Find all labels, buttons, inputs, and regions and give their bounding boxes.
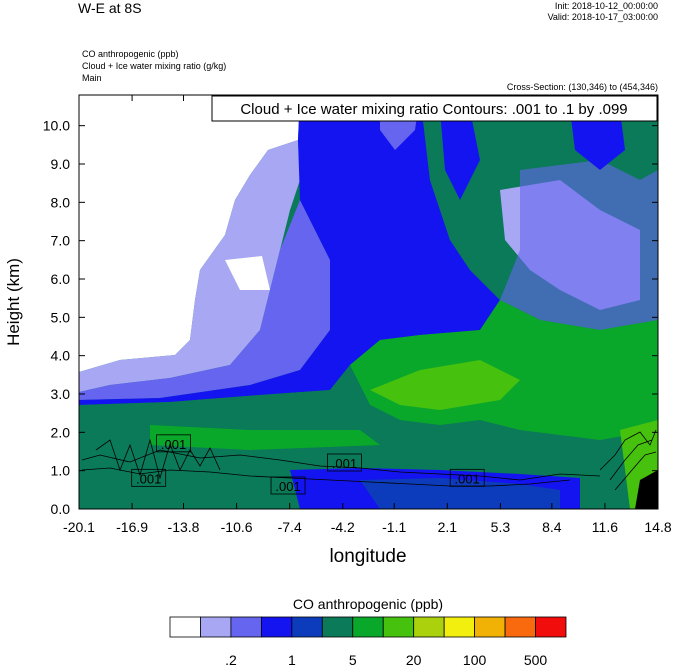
x-tick-label: 11.6: [592, 519, 618, 535]
x-tick-label: -4.2: [331, 519, 355, 535]
y-tick-label: 6.0: [51, 271, 71, 287]
y-tick-label: 0.0: [51, 501, 71, 517]
y-tick-label: 3.0: [51, 386, 71, 402]
x-tick-label: -7.4: [278, 519, 302, 535]
x-tick-label: -16.9: [116, 519, 148, 535]
y-tick-label: 1.0: [51, 463, 71, 479]
colorbar-swatch: [536, 617, 566, 637]
colorbar-swatch: [292, 617, 322, 637]
contour-title: Cloud + Ice water mixing ratio Contours:…: [240, 101, 627, 118]
x-axis-label: longitude: [329, 546, 406, 567]
colorbar-label: 100: [463, 652, 487, 667]
colorbar-swatch: [475, 617, 505, 637]
colorbar-swatch: [505, 617, 535, 637]
x-tick-label: 2.1: [438, 519, 458, 535]
contour-label: .001: [161, 437, 186, 452]
colorbar: .2 1 5 20 100 500: [170, 617, 566, 667]
contour-label: .001: [332, 456, 357, 471]
x-tick-label: -20.1: [63, 519, 95, 535]
colorbar-label: 1: [288, 652, 296, 667]
y-tick-label: 8.0: [51, 194, 71, 210]
field-blue-right: [500, 160, 658, 330]
x-tick-label: 5.3: [491, 519, 511, 535]
colorbar-swatch: [231, 617, 261, 637]
colorbar-label: 5: [349, 652, 357, 667]
colorbar-swatch: [353, 617, 383, 637]
colorbar-swatch: [383, 617, 413, 637]
contour-label: .001: [136, 471, 161, 486]
colorbar-label: .2: [225, 652, 237, 667]
y-tick-label: 9.0: [51, 156, 71, 172]
y-tick-label: 2.0: [51, 424, 71, 440]
y-tick-label: 10.0: [43, 118, 70, 134]
colorbar-label: 500: [524, 652, 548, 667]
x-tick-label: 14.8: [644, 519, 671, 535]
colorbar-swatch: [322, 617, 352, 637]
x-tick-label: -10.6: [221, 519, 253, 535]
y-tick-label: 7.0: [51, 233, 71, 249]
y-tick-label: 5.0: [51, 309, 71, 325]
colorbar-swatch: [414, 617, 444, 637]
contour-label: .001: [275, 479, 300, 494]
x-tick-label: -13.8: [168, 519, 200, 535]
colorbar-label: 20: [406, 652, 422, 667]
x-tick-label: 8.4: [542, 519, 562, 535]
colorbar-swatch: [170, 617, 200, 637]
colorbar-title: CO anthropogenic (ppb): [293, 596, 443, 612]
contour-label: .001: [455, 471, 480, 486]
x-tick-label: -1.1: [382, 519, 406, 535]
y-axis-label: Height (km): [4, 258, 23, 346]
colorbar-swatch: [444, 617, 474, 637]
y-tick-label: 4.0: [51, 348, 71, 364]
colorbar-swatch: [200, 617, 230, 637]
colorbar-swatch: [261, 617, 291, 637]
